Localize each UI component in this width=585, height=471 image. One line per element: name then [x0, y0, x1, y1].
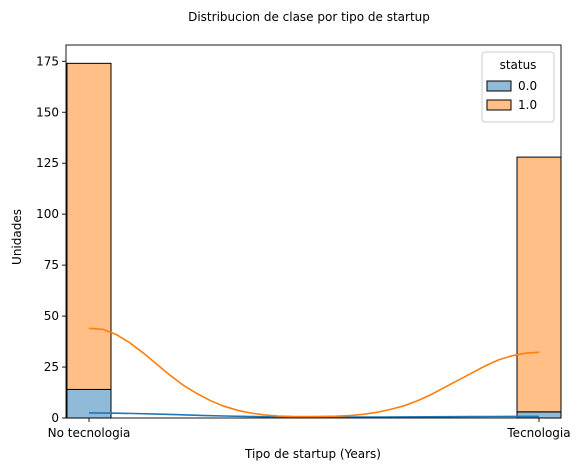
y-tick-label: 75 [44, 258, 59, 272]
y-tick-label: 50 [44, 309, 59, 323]
kde-line-status-1-0 [88, 327, 540, 418]
axes-frame [65, 44, 562, 419]
y-tick-label: 0 [51, 411, 59, 425]
legend-label-status-1-0: 1.0 [518, 98, 537, 112]
legend-label-status-0-0: 0.0 [518, 79, 537, 93]
bar-tecnologia-status-1-0 [516, 156, 562, 413]
x-tick-label: Tecnologia [506, 426, 570, 440]
y-tick-label: 125 [36, 156, 59, 170]
y-tick-label: 175 [36, 54, 59, 68]
x-tick-label: No tecnologia [48, 426, 131, 440]
y-axis-label: Unidades [10, 209, 24, 265]
bar-no-tecnologia-status-1-0 [66, 62, 112, 390]
y-tick-label: 100 [36, 207, 59, 221]
legend-swatch-status-0-0 [486, 80, 512, 92]
legend: status 0.0 1.0 [481, 51, 555, 123]
legend-swatch-status-1-0 [486, 99, 512, 111]
x-axis-label: Tipo de startup (Years) [244, 447, 381, 461]
y-tick-label: 150 [36, 105, 59, 119]
legend-title: status [500, 58, 537, 72]
plot-area: 0 25 50 75 100 125 150 175 No tecnologia Tecnolog… [36, 44, 571, 440]
y-tick-label: 25 [44, 360, 59, 374]
chart-title: Distribucion de clase por tipo de startu… [188, 10, 430, 24]
